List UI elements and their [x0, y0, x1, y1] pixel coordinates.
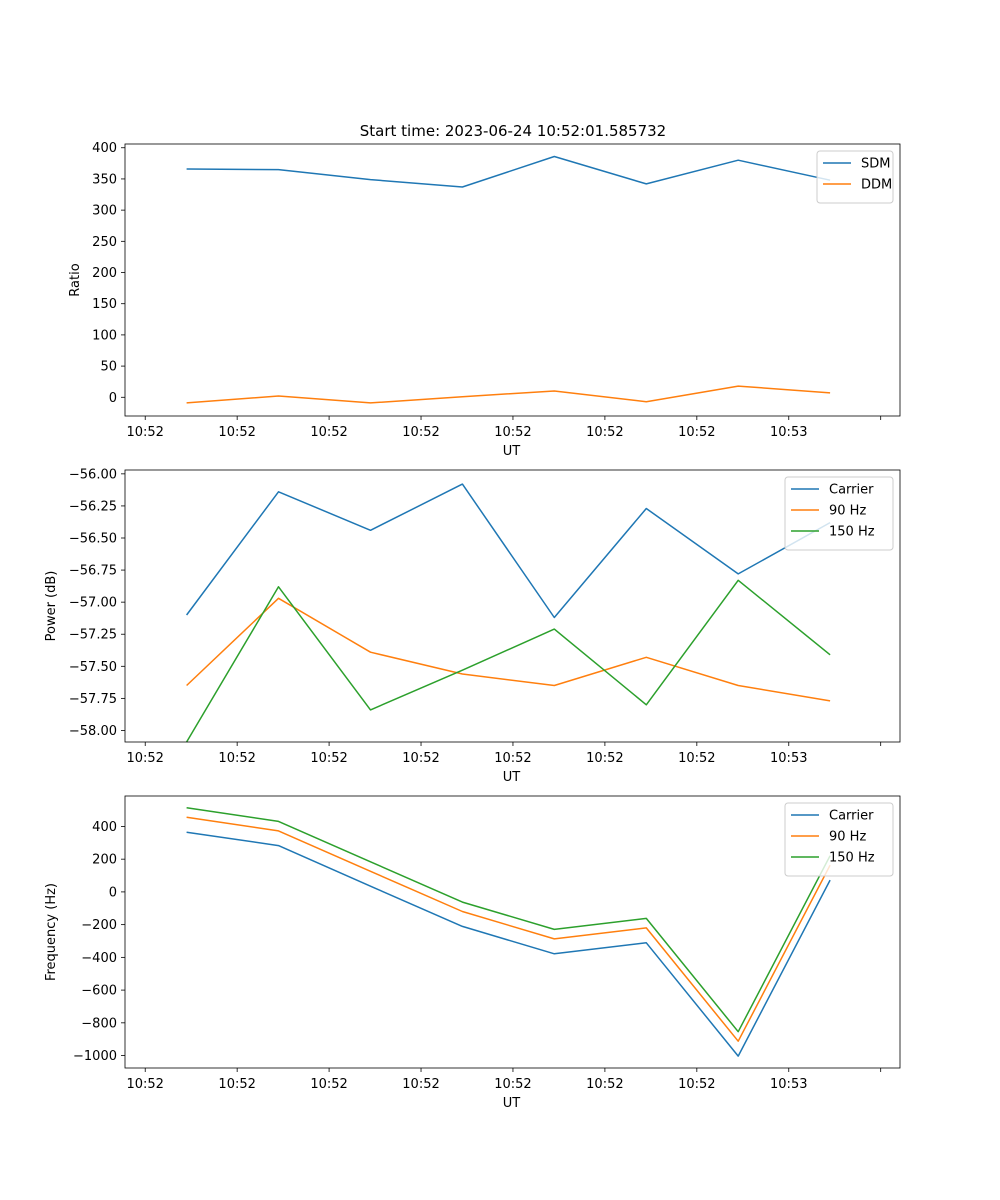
legend: Carrier 90 Hz 150 Hz: [784, 476, 894, 551]
x-tick-label: 10:52: [494, 751, 531, 766]
x-tick-label: 10:52: [402, 751, 439, 766]
charts-container: 10:52 10:52 10:52 10:52 10:52 10:52 10:52 10:53…: [44, 141, 901, 1111]
figure-title: Start time: 2023-06-24 10:52:01.585732: [360, 122, 666, 140]
chart-panel-3: 10:52 10:52 10:52 10:52 10:52 10:52 10:52 10:53…: [44, 795, 901, 1111]
x-tick-label: 10:52: [678, 751, 715, 766]
y-tick-label: −57.75: [69, 692, 117, 707]
x-tick-label: 10:52: [218, 751, 255, 766]
x-tick-label: 10:52: [218, 1077, 255, 1092]
y-tick-label: −600: [81, 984, 117, 999]
x-tick-label: 10:53: [770, 425, 807, 440]
y-axis-label: Frequency (Hz): [44, 883, 59, 981]
y-tick-label: 300: [92, 204, 117, 219]
x-tick-label: 10:52: [126, 1077, 163, 1092]
y-tick-label: 50: [100, 360, 117, 375]
x-tick-label: 10:52: [310, 751, 347, 766]
x-tick-label: 10:53: [770, 751, 807, 766]
y-tick-label: −57.25: [69, 628, 117, 643]
y-tick-label: −56.00: [69, 467, 117, 482]
axes-frame: [124, 143, 901, 417]
legend-label: SDM: [861, 157, 890, 172]
legend: Carrier 90 Hz 150 Hz: [784, 802, 894, 877]
y-tick-label: 100: [92, 328, 117, 343]
y-axis-label: Power (dB): [44, 571, 59, 642]
y-tick-label: −57.00: [69, 596, 117, 611]
x-tick-label: 10:53: [770, 1077, 807, 1092]
y-tick-label: −400: [81, 951, 117, 966]
y-tick-label: −56.75: [69, 564, 117, 579]
y-axis-label: Ratio: [68, 263, 83, 296]
x-tick-label: 10:52: [126, 751, 163, 766]
legend-label: DDM: [861, 178, 892, 193]
legend-label: 90 Hz: [829, 830, 866, 845]
y-tick-label: 400: [92, 141, 117, 156]
series-line-carrier: [185, 483, 831, 619]
x-tick-label: 10:52: [586, 425, 623, 440]
series-line-150-hz: [186, 807, 831, 1033]
x-tick-label: 10:52: [126, 425, 163, 440]
series-line-sdm: [186, 155, 831, 188]
y-tick-label: 150: [92, 297, 117, 312]
series-line-ddm: [186, 385, 831, 404]
chart-panel-1: 10:52 10:52 10:52 10:52 10:52 10:52 10:52 10:53…: [68, 141, 901, 459]
x-axis-label: UT: [503, 1096, 521, 1111]
legend-label: Carrier: [829, 809, 874, 824]
y-tick-label: 0: [109, 885, 117, 900]
x-tick-label: 10:52: [402, 1077, 439, 1092]
x-tick-label: 10:52: [494, 1077, 531, 1092]
axes-frame: [124, 795, 901, 1069]
legend-label: 90 Hz: [829, 504, 866, 519]
y-tick-label: 200: [92, 266, 117, 281]
x-tick-label: 10:52: [310, 1077, 347, 1092]
x-axis-label: UT: [503, 770, 521, 785]
legend-box: [816, 150, 894, 204]
series-line-90-hz: [186, 816, 831, 1042]
legend-label: 150 Hz: [829, 525, 875, 540]
y-tick-label: 0: [109, 391, 117, 406]
y-tick-label: −800: [81, 1016, 117, 1031]
legend-label: Carrier: [829, 483, 874, 498]
y-tick-label: −57.50: [69, 660, 117, 675]
legend-label: 150 Hz: [829, 851, 875, 866]
x-tick-label: 10:52: [678, 425, 715, 440]
x-tick-label: 10:52: [402, 425, 439, 440]
y-tick-label: −56.50: [69, 532, 117, 547]
series-line-150-hz: [185, 579, 831, 743]
x-tick-label: 10:52: [586, 751, 623, 766]
legend: SDM DDM: [816, 150, 894, 204]
y-tick-label: 400: [92, 820, 117, 835]
x-tick-label: 10:52: [494, 425, 531, 440]
x-tick-label: 10:52: [218, 425, 255, 440]
y-tick-label: −1000: [73, 1049, 117, 1064]
x-tick-label: 10:52: [310, 425, 347, 440]
series-line-carrier: [186, 831, 831, 1057]
x-axis-label: UT: [503, 444, 521, 459]
y-tick-label: −56.25: [69, 499, 117, 514]
y-tick-label: 200: [92, 853, 117, 868]
axes-frame: [124, 469, 901, 743]
y-tick-label: −200: [81, 918, 117, 933]
x-tick-label: 10:52: [678, 1077, 715, 1092]
y-tick-label: 250: [92, 235, 117, 250]
chart-panel-2: 10:52 10:52 10:52 10:52 10:52 10:52 10:52 10:53…: [44, 467, 901, 785]
y-tick-label: 350: [92, 172, 117, 187]
x-tick-label: 10:52: [586, 1077, 623, 1092]
y-tick-label: −58.00: [69, 724, 117, 739]
